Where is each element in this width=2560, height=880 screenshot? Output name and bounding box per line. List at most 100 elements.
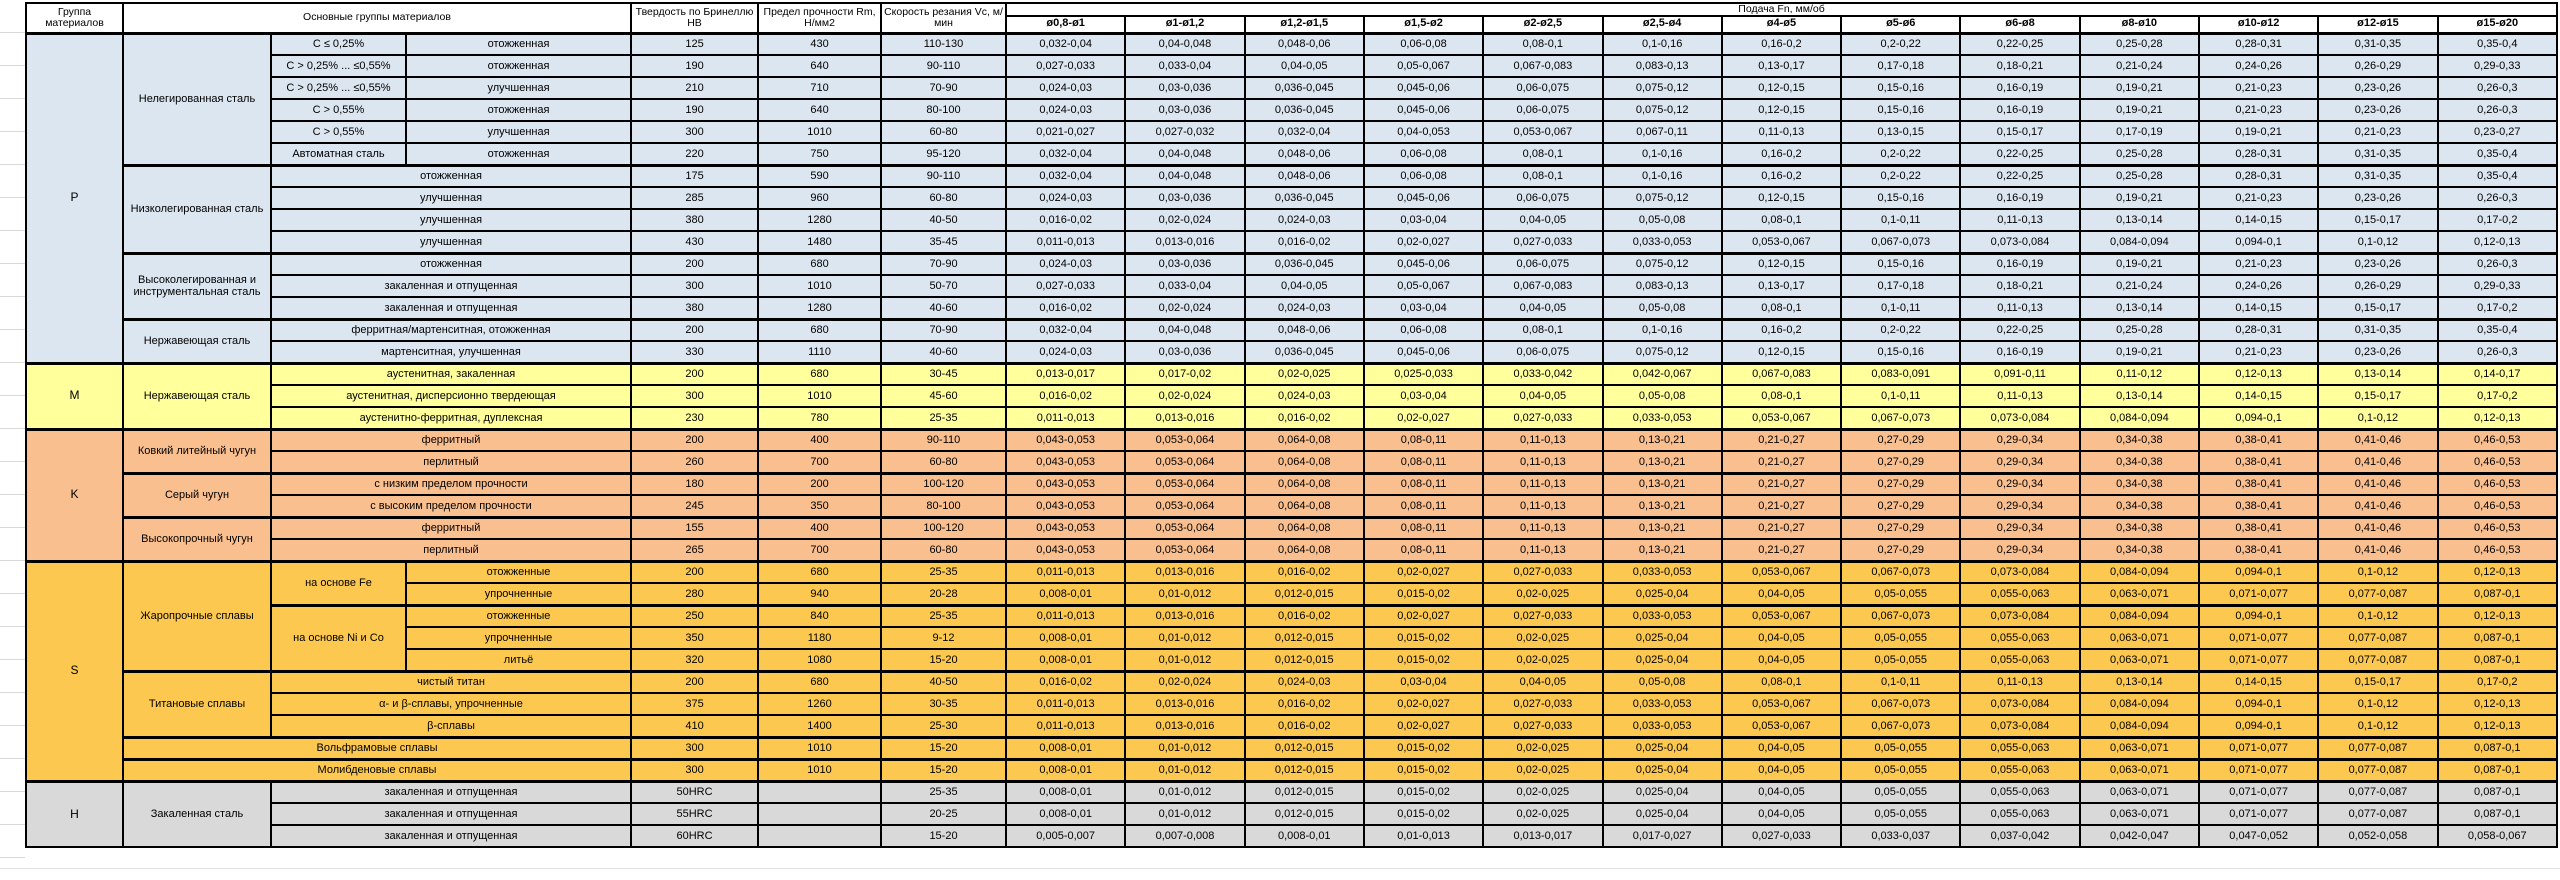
- feed-cell[interactable]: 0,017-0,02: [1124, 361, 1246, 387]
- feed-cell[interactable]: 0,05-0,055: [1840, 757, 1962, 783]
- feed-cell[interactable]: 0,17-0,2: [2436, 208, 2559, 233]
- feed-cell[interactable]: 0,21-0,27: [1720, 494, 1843, 519]
- hb-cell[interactable]: 180: [630, 471, 760, 497]
- feed-cell[interactable]: 0,23-0,26: [2317, 251, 2439, 277]
- feed-cell[interactable]: 0,08-0,1: [1482, 142, 1604, 167]
- feed-cell[interactable]: 0,1-0,16: [1601, 163, 1723, 189]
- feed-cell[interactable]: 0,12-0,13: [2197, 361, 2320, 387]
- feed-cell[interactable]: 0,087-0,1: [2436, 582, 2559, 607]
- hb-cell[interactable]: 220: [630, 142, 760, 167]
- condition-cell[interactable]: чистый титан: [269, 669, 633, 695]
- feed-cell[interactable]: 0,02-0,025: [1482, 582, 1604, 607]
- feed-cell[interactable]: 0,084-0,094: [2078, 559, 2200, 585]
- feed-col-header[interactable]: ø12-ø15: [2317, 15, 2439, 35]
- rm-cell[interactable]: 1280: [757, 208, 883, 233]
- vc-cell[interactable]: 25-35: [880, 406, 1008, 431]
- feed-cell[interactable]: 0,14-0,15: [2197, 669, 2320, 695]
- material-cell[interactable]: Ковкий литейный чугун: [122, 427, 272, 475]
- material-cell[interactable]: Низколегированная сталь: [122, 163, 272, 255]
- feed-cell[interactable]: 0,073-0,084: [1959, 559, 2081, 585]
- rm-cell[interactable]: 1110: [757, 340, 883, 365]
- condition-cell[interactable]: отожженная: [404, 142, 633, 167]
- feed-cell[interactable]: 0,053-0,064: [1124, 427, 1246, 453]
- feed-cell[interactable]: 0,077-0,087: [2317, 779, 2439, 805]
- feed-cell[interactable]: 0,02-0,024: [1124, 384, 1246, 409]
- feed-cell[interactable]: 0,12-0,15: [1720, 98, 1843, 123]
- vc-cell[interactable]: 25-35: [880, 559, 1008, 585]
- feed-cell[interactable]: 0,033-0,053: [1601, 692, 1723, 717]
- feed-cell[interactable]: 0,067-0,073: [1840, 406, 1962, 431]
- feed-cell[interactable]: 0,13-0,14: [2078, 669, 2200, 695]
- hb-cell[interactable]: 190: [630, 98, 760, 123]
- feed-cell[interactable]: 0,063-0,071: [2078, 779, 2200, 805]
- rm-cell[interactable]: [757, 802, 883, 827]
- feed-cell[interactable]: 0,08-0,11: [1362, 538, 1485, 563]
- feed-cell[interactable]: 0,04-0,05: [1482, 296, 1604, 321]
- feed-cell[interactable]: 0,027-0,033: [1482, 559, 1604, 585]
- feed-cell[interactable]: 0,31-0,35: [2317, 317, 2439, 343]
- feed-cell[interactable]: 0,34-0,38: [2078, 494, 2200, 519]
- feed-cell[interactable]: 0,015-0,02: [1362, 802, 1485, 827]
- rm-cell[interactable]: 710: [757, 76, 883, 101]
- vc-cell[interactable]: 45-60: [880, 384, 1008, 409]
- feed-cell[interactable]: 0,015-0,02: [1362, 648, 1485, 673]
- vc-cell[interactable]: 20-28: [880, 582, 1008, 607]
- feed-cell[interactable]: 0,02-0,025: [1482, 779, 1604, 805]
- feed-cell[interactable]: 0,01-0,012: [1124, 757, 1246, 783]
- feed-cell[interactable]: 0,063-0,071: [2078, 648, 2200, 673]
- feed-cell[interactable]: 0,16-0,19: [1959, 340, 2081, 365]
- feed-cell[interactable]: 0,1-0,11: [1840, 384, 1962, 409]
- feed-cell[interactable]: 0,06-0,08: [1362, 31, 1485, 57]
- feed-cell[interactable]: 0,14-0,15: [2197, 208, 2320, 233]
- feed-cell[interactable]: 0,024-0,03: [1005, 76, 1127, 101]
- hb-cell[interactable]: 285: [630, 186, 760, 211]
- condition-cell[interactable]: α- и β-сплавы, упрочненные: [269, 692, 633, 717]
- feed-cell[interactable]: 0,02-0,025: [1482, 648, 1604, 673]
- rm-cell[interactable]: 350: [757, 494, 883, 519]
- feed-cell[interactable]: 0,04-0,05: [1482, 208, 1604, 233]
- feed-cell[interactable]: 0,064-0,08: [1243, 427, 1365, 453]
- feed-cell[interactable]: 0,1-0,16: [1601, 31, 1723, 57]
- feed-cell[interactable]: 0,013-0,017: [1005, 361, 1127, 387]
- feed-cell[interactable]: 0,21-0,27: [1720, 538, 1843, 563]
- feed-cell[interactable]: 0,025-0,033: [1362, 361, 1485, 387]
- feed-cell[interactable]: 0,1-0,16: [1601, 317, 1723, 343]
- feed-cell[interactable]: 0,042-0,067: [1601, 361, 1723, 387]
- feed-cell[interactable]: 0,22-0,25: [1959, 142, 2081, 167]
- feed-cell[interactable]: 0,025-0,04: [1601, 648, 1723, 673]
- hb-cell[interactable]: 320: [630, 648, 760, 673]
- condition-cell[interactable]: отожженная: [269, 163, 633, 189]
- feed-cell[interactable]: 0,05-0,055: [1840, 582, 1962, 607]
- feed-cell[interactable]: 0,06-0,08: [1362, 142, 1485, 167]
- feed-cell[interactable]: 0,34-0,38: [2078, 471, 2200, 497]
- feed-cell[interactable]: 0,084-0,094: [2078, 230, 2200, 255]
- feed-cell[interactable]: 0,073-0,084: [1959, 692, 2081, 717]
- feed-cell[interactable]: 0,025-0,04: [1601, 582, 1723, 607]
- feed-cell[interactable]: 0,38-0,41: [2197, 450, 2320, 475]
- vc-cell[interactable]: 60-80: [880, 538, 1008, 563]
- group-cell[interactable]: P: [25, 31, 124, 365]
- hb-cell[interactable]: 265: [630, 538, 760, 563]
- feed-cell[interactable]: 0,067-0,073: [1840, 692, 1962, 717]
- feed-cell[interactable]: 0,01-0,012: [1124, 802, 1246, 827]
- feed-cell[interactable]: 0,048-0,06: [1243, 317, 1365, 343]
- rm-cell[interactable]: 940: [757, 582, 883, 607]
- feed-cell[interactable]: 0,043-0,053: [1005, 427, 1127, 453]
- feed-cell[interactable]: 0,02-0,027: [1362, 692, 1485, 717]
- hardness-header[interactable]: Твердость по Бринеллю HB: [630, 1, 760, 35]
- feed-cell[interactable]: 0,015-0,02: [1362, 757, 1485, 783]
- feed-cell[interactable]: 0,025-0,04: [1601, 735, 1723, 761]
- hb-cell[interactable]: 200: [630, 669, 760, 695]
- feed-cell[interactable]: 0,1-0,12: [2317, 692, 2439, 717]
- feed-cell[interactable]: 0,008-0,01: [1005, 779, 1127, 805]
- feed-cell[interactable]: 0,17-0,2: [2436, 384, 2559, 409]
- rm-cell[interactable]: 400: [757, 427, 883, 453]
- condition-cell[interactable]: закаленная и отпущенная: [269, 802, 633, 827]
- feed-cell[interactable]: 0,13-0,17: [1720, 274, 1843, 299]
- feed-cell[interactable]: 0,043-0,053: [1005, 515, 1127, 541]
- feed-cell[interactable]: 0,075-0,12: [1601, 186, 1723, 211]
- feed-cell[interactable]: 0,26-0,29: [2317, 54, 2439, 79]
- feed-cell[interactable]: 0,16-0,2: [1720, 317, 1843, 343]
- feed-cell[interactable]: 0,1-0,12: [2317, 714, 2439, 739]
- feed-cell[interactable]: 0,29-0,34: [1959, 538, 2081, 563]
